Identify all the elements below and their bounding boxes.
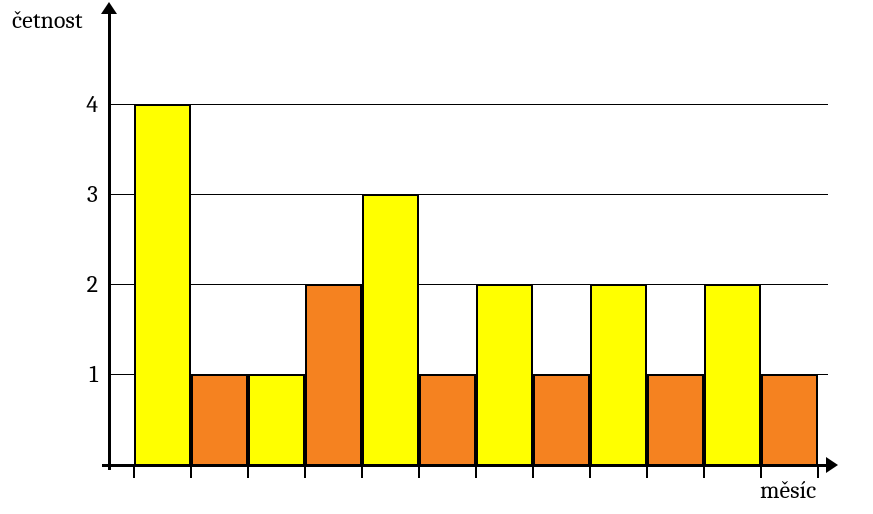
gridline <box>108 194 828 195</box>
plot-area <box>108 46 828 466</box>
x-tick <box>589 466 591 478</box>
x-tick <box>475 466 477 478</box>
y-tick-label: 4 <box>78 90 98 118</box>
x-tick <box>418 466 420 478</box>
bar <box>590 284 647 464</box>
bar <box>704 284 761 464</box>
x-tick <box>646 466 648 478</box>
x-tick <box>703 466 705 478</box>
bar <box>191 374 248 464</box>
bar <box>134 104 191 464</box>
bar <box>533 374 590 464</box>
y-tick-label: 2 <box>78 270 98 298</box>
y-tick-label: 1 <box>78 360 98 388</box>
x-axis <box>102 464 828 467</box>
bar <box>476 284 533 464</box>
x-axis-label: měsíc <box>760 476 816 504</box>
x-tick <box>532 466 534 478</box>
x-tick <box>304 466 306 478</box>
bar <box>761 374 818 464</box>
x-tick <box>190 466 192 478</box>
chart-container: četnost měsíc 1 2 3 4 <box>0 0 873 514</box>
y-tick-label: 3 <box>78 180 98 208</box>
x-tick <box>361 466 363 478</box>
bar <box>248 374 305 464</box>
bar <box>305 284 362 464</box>
gridline <box>108 104 828 105</box>
x-tick <box>133 466 135 478</box>
x-tick <box>817 466 819 478</box>
y-axis-arrow <box>101 2 117 14</box>
bar <box>647 374 704 464</box>
y-axis <box>108 6 111 470</box>
bar <box>362 194 419 464</box>
bar <box>419 374 476 464</box>
x-axis-arrow <box>826 457 838 473</box>
y-axis-label: četnost <box>12 6 83 34</box>
x-tick <box>247 466 249 478</box>
